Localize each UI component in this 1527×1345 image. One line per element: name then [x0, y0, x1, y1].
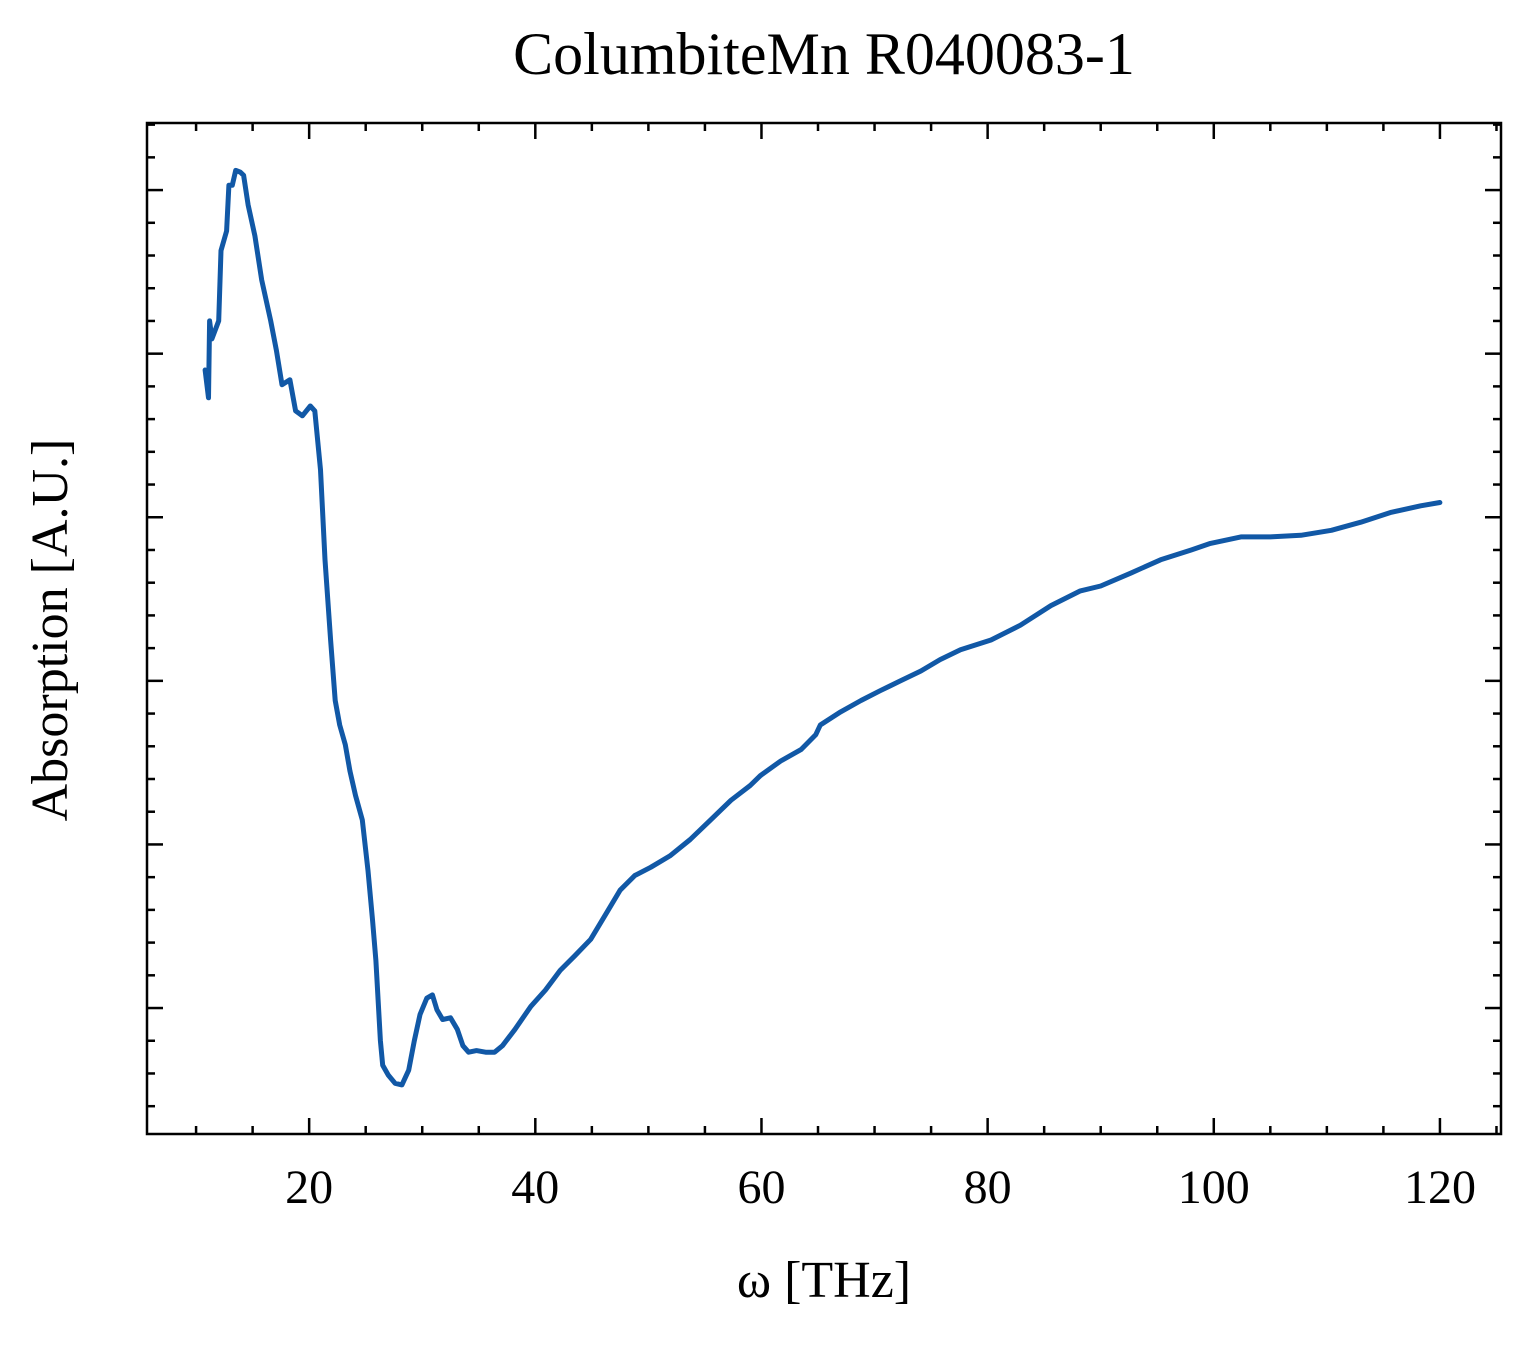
x-tick-label: 40: [511, 1161, 559, 1214]
x-tick-label: 20: [285, 1161, 333, 1214]
plot-frame: [145, 121, 1503, 1136]
x-tick-label: 120: [1404, 1161, 1476, 1214]
y-axis-label: Absorption [A.U.]: [22, 439, 79, 822]
x-axis-label: ω [THz]: [737, 1252, 911, 1309]
x-tick-label: 100: [1178, 1161, 1250, 1214]
data-line: [202, 167, 1443, 1088]
x-tick-label: 60: [737, 1161, 785, 1214]
chart-title: ColumbiteMn R040083-1: [513, 21, 1135, 87]
x-tick-label: 80: [964, 1161, 1012, 1214]
